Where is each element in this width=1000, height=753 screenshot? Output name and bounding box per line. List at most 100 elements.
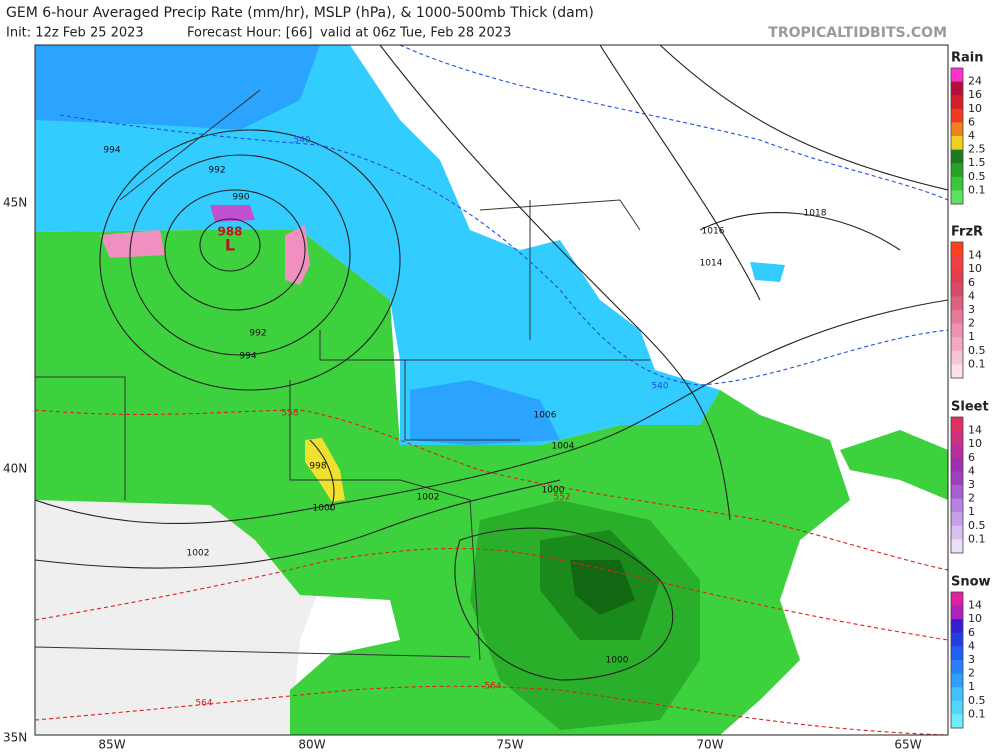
legend-label: 1 bbox=[968, 505, 975, 518]
legend-swatch bbox=[951, 310, 963, 325]
title: GEM 6-hour Averaged Precip Rate (mm/hr),… bbox=[6, 5, 594, 21]
lon-label: 80W bbox=[298, 738, 325, 752]
legend-label: 4 bbox=[968, 464, 975, 477]
legend-swatch bbox=[951, 163, 963, 178]
legend-swatch bbox=[951, 242, 963, 257]
map-frame bbox=[34, 44, 949, 736]
isobar-label: 1002 bbox=[187, 549, 210, 559]
legend-frame bbox=[950, 67, 964, 205]
isobar bbox=[309, 439, 335, 511]
legend-frame bbox=[950, 416, 964, 554]
isobar-label: 1018 bbox=[804, 209, 827, 219]
legend-label: 4 bbox=[968, 639, 975, 652]
legend-label: 0.5 bbox=[968, 519, 986, 532]
legend-frame bbox=[950, 591, 964, 729]
rain-heaviest bbox=[570, 560, 635, 615]
legend-label: 6 bbox=[968, 276, 975, 289]
legend-label: 0.5 bbox=[968, 344, 986, 357]
legend-frame bbox=[950, 241, 964, 379]
legend-swatch bbox=[951, 136, 963, 151]
legend-label: 0.5 bbox=[968, 694, 986, 707]
rain-light-east bbox=[840, 430, 948, 500]
thickness-line bbox=[399, 45, 948, 201]
legend-swatch bbox=[951, 512, 963, 527]
sleet-patch bbox=[210, 205, 255, 222]
isobar-label: 1014 bbox=[700, 259, 723, 269]
legend-title: Sleet bbox=[951, 400, 989, 415]
isobar bbox=[35, 299, 948, 525]
legend-swatch bbox=[951, 81, 963, 96]
forecast-hour: Forecast Hour: [66] bbox=[187, 26, 312, 41]
legend-label: 14 bbox=[968, 424, 982, 437]
legend-swatch bbox=[951, 255, 963, 270]
legend-label: 4 bbox=[968, 289, 975, 302]
legend-label: 1 bbox=[968, 680, 975, 693]
lat-label: 45N bbox=[3, 196, 27, 210]
legend-swatch bbox=[951, 619, 963, 634]
legend-swatch bbox=[951, 350, 963, 365]
rain-yellow bbox=[305, 438, 345, 502]
legend-swatch bbox=[951, 687, 963, 702]
state-borders bbox=[35, 89, 650, 661]
legend-swatch bbox=[951, 700, 963, 715]
low-marker: L bbox=[225, 236, 235, 255]
legend-label: 24 bbox=[968, 75, 982, 88]
map: 988 L 994 992 990 992 994 998 1000 1002 … bbox=[34, 44, 949, 736]
legend-swatch bbox=[951, 592, 963, 607]
thickness-label: 564 bbox=[484, 682, 501, 692]
snow-moderate bbox=[35, 45, 320, 130]
legend-label: 0.1 bbox=[968, 532, 986, 545]
thickness-label: 552 bbox=[553, 493, 570, 503]
legend-swatch bbox=[951, 282, 963, 297]
legend-swatch bbox=[951, 485, 963, 500]
isobar-label: 998 bbox=[309, 462, 326, 472]
legend-swatch bbox=[951, 646, 963, 661]
isobar-label: 1000 bbox=[313, 504, 336, 514]
legend-swatch bbox=[951, 457, 963, 472]
legend-swatch bbox=[951, 430, 963, 445]
legend-label: 16 bbox=[968, 88, 982, 101]
isobar-label: 1002 bbox=[417, 493, 440, 503]
legend-swatch bbox=[951, 176, 963, 191]
legend-label: 2 bbox=[968, 317, 975, 330]
legend-swatch bbox=[951, 95, 963, 110]
brand: TROPICALTIDBITS.COM bbox=[768, 25, 947, 41]
legend-swatch bbox=[951, 471, 963, 486]
legend: Rain241610642.51.50.50.1FrzR1410643210.5… bbox=[950, 51, 991, 729]
legend-swatch bbox=[951, 149, 963, 164]
legend-swatch bbox=[951, 444, 963, 459]
lon-label: 65W bbox=[894, 738, 921, 752]
legend-label: 0.1 bbox=[968, 357, 986, 370]
legend-label: 10 bbox=[968, 102, 982, 115]
isobar bbox=[35, 479, 561, 569]
isobar bbox=[99, 129, 401, 391]
legend-label: 10 bbox=[968, 612, 982, 625]
thickness-label: 564 bbox=[195, 699, 212, 709]
legend-label: 0.5 bbox=[968, 170, 986, 183]
legend-label: 3 bbox=[968, 303, 975, 316]
legend-label: 2.5 bbox=[968, 143, 986, 156]
legend-swatch bbox=[951, 108, 963, 123]
snow-light bbox=[35, 45, 720, 445]
legend-label: 0.1 bbox=[968, 707, 986, 720]
legend-label: 6 bbox=[968, 626, 975, 639]
legend-label: 4 bbox=[968, 129, 975, 142]
isobar-label: 990 bbox=[232, 193, 249, 203]
legend-label: 1.5 bbox=[968, 156, 986, 169]
snow-moderate-east bbox=[410, 380, 560, 445]
legend-label: 0.1 bbox=[968, 183, 986, 196]
legend-label: 10 bbox=[968, 437, 982, 450]
legend-swatch bbox=[951, 539, 963, 554]
isobar-label: 992 bbox=[249, 329, 266, 339]
legend-label: 3 bbox=[968, 653, 975, 666]
isobar-label: 994 bbox=[239, 352, 256, 362]
legend-label: 14 bbox=[968, 599, 982, 612]
legend-swatch bbox=[951, 337, 963, 352]
legend-swatch bbox=[951, 417, 963, 432]
legend-swatch bbox=[951, 632, 963, 647]
legend-label: 2 bbox=[968, 667, 975, 680]
isobar bbox=[379, 45, 948, 521]
lat-label: 40N bbox=[3, 462, 27, 476]
